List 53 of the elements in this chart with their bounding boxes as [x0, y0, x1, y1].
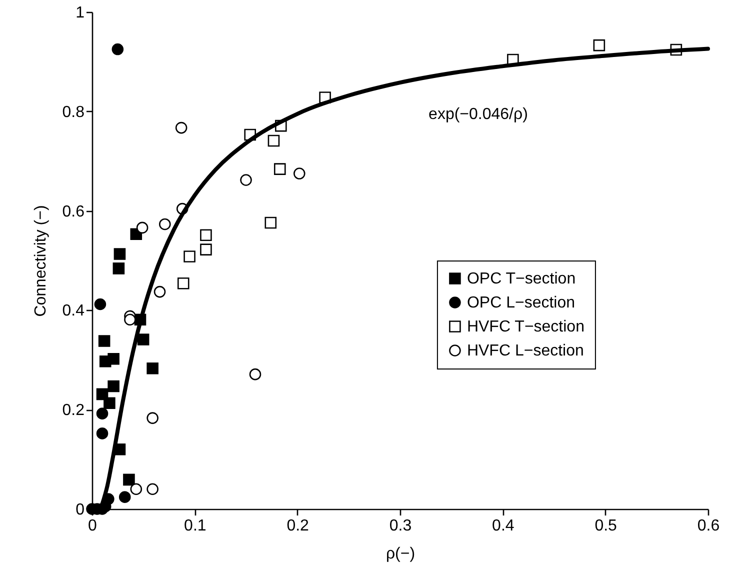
point	[249, 368, 262, 380]
point	[130, 483, 142, 496]
y-tick-label: 0.2	[62, 402, 85, 420]
point	[123, 474, 135, 486]
annotation: exp(−0.046/ρ)	[428, 106, 528, 123]
point	[146, 483, 158, 496]
point	[159, 218, 171, 230]
x-tick-label: 0.3	[389, 518, 412, 534]
point	[98, 335, 110, 347]
point	[146, 362, 158, 374]
y-axis-title: Connectivity (−)	[32, 205, 50, 317]
point	[108, 353, 120, 365]
point	[268, 134, 280, 147]
point	[146, 412, 158, 424]
point	[94, 298, 106, 310]
point	[124, 314, 136, 326]
point	[118, 491, 131, 503]
legend-label: HVFC T−section	[466, 318, 584, 336]
point	[293, 168, 306, 180]
x-axis-title: ρ(−)	[386, 546, 416, 562]
y-tick-label: 1	[76, 4, 85, 22]
y-tick-label: 0	[76, 502, 85, 518]
legend-label: OPC T−section	[466, 270, 576, 288]
x-tick-label: 0.4	[492, 518, 514, 534]
point	[112, 43, 124, 56]
x-tick-label: 0	[88, 518, 98, 534]
point	[274, 163, 286, 175]
y-tick-label: 0.4	[62, 302, 85, 320]
legend-label: OPC L−section	[466, 294, 576, 312]
point	[593, 39, 606, 52]
point	[175, 122, 188, 134]
y-tick-label: 0.6	[62, 203, 85, 220]
x-tick-label: 0.6	[697, 518, 720, 534]
x-tick-label: 0.5	[594, 518, 618, 534]
point	[240, 174, 252, 186]
point	[137, 334, 150, 346]
point	[114, 248, 126, 260]
point	[96, 428, 108, 440]
point	[184, 250, 196, 262]
x-tick-label: 0.1	[184, 518, 206, 534]
point	[264, 216, 277, 229]
point	[96, 408, 108, 420]
x-tick-label: 0.2	[286, 518, 310, 534]
legend-label: HVFC L−section	[466, 342, 584, 360]
point	[200, 244, 212, 256]
point	[154, 286, 166, 298]
point	[112, 262, 125, 274]
point	[136, 222, 148, 234]
point	[104, 397, 116, 410]
point	[177, 277, 190, 290]
point	[200, 229, 212, 242]
y-tick-label: 0.8	[62, 104, 85, 121]
point	[108, 380, 120, 392]
